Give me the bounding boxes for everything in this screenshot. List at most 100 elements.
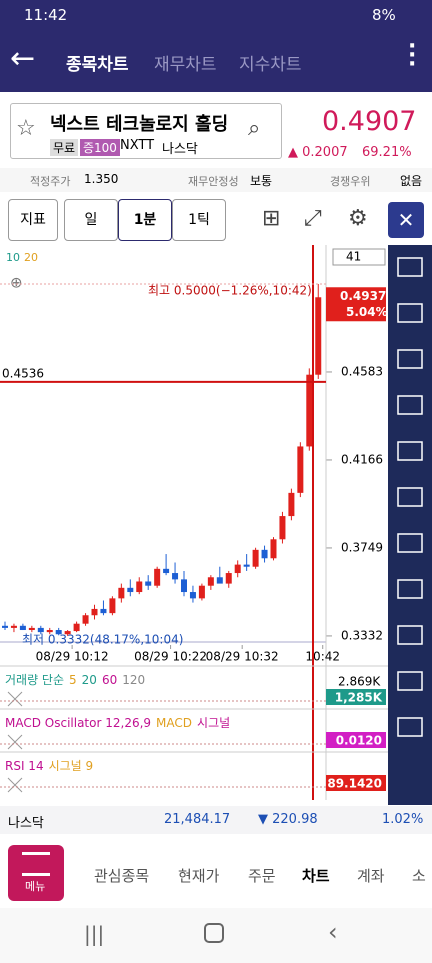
back-button[interactable]: ← [10, 41, 36, 76]
market: 나스닥 [162, 142, 198, 157]
info-label: 재무안정성 [188, 175, 239, 188]
panel-title-text: 거래량 단순 [5, 673, 64, 687]
layout-icon[interactable]: ⊞ [262, 206, 281, 231]
nav-tab[interactable]: 소 [412, 867, 426, 885]
ticker-change: ▼ 220.98 [258, 812, 318, 827]
nav-tab[interactable]: 주문 [248, 867, 276, 885]
tab[interactable]: 종목차트 [66, 55, 129, 75]
candle-body [288, 492, 295, 517]
candle-body [261, 549, 268, 559]
system-nav [0, 908, 432, 963]
panel-param: 120 [122, 673, 145, 687]
candle-body [2, 625, 8, 628]
panel-title: 거래량 단순 5 20 60 120 [5, 673, 145, 687]
candle-body [91, 608, 98, 616]
side-tool[interactable] [397, 579, 423, 599]
y-tick-label: 0.3332 [341, 628, 383, 642]
candle-body [279, 516, 286, 540]
candle-body [109, 598, 116, 614]
panel-param: 60 [102, 673, 117, 687]
side-tool[interactable] [397, 395, 423, 415]
zoom-icon[interactable]: ⊕ [10, 274, 23, 292]
panel-title-text: MACD Oscillator 12,26,9 [5, 716, 151, 730]
info-value: 1.350 [84, 172, 119, 186]
ticker-bar [0, 806, 432, 834]
candle-body [10, 625, 17, 628]
panel-title: RSI 14 시그널 9 [5, 759, 93, 773]
panel-collapse [7, 777, 23, 793]
nav-tab[interactable]: 관심종목 [94, 867, 150, 885]
side-tool[interactable] [397, 257, 423, 277]
expand-icon[interactable]: ⤢ [304, 206, 322, 231]
candle-body [306, 374, 313, 447]
panel-param: 시그널 [197, 716, 230, 730]
clock: 11:42 [24, 6, 68, 24]
side-tool[interactable] [397, 487, 423, 507]
high-note: 최고 0.5000(−1.26%,10:42) [148, 283, 312, 297]
change: ▲ 0.2007 [288, 145, 348, 160]
last-price: 0.4937 [340, 289, 386, 303]
battery: 8% [372, 6, 396, 24]
ma-legend: 20 [24, 251, 38, 264]
candle-body [28, 627, 35, 631]
tool-button[interactable]: 지표 [8, 199, 58, 241]
recent-button[interactable]: ||| [84, 922, 105, 946]
settings-icon[interactable]: ⚙ [348, 206, 368, 231]
side-toolbar [388, 245, 432, 805]
panel-param: MACD [156, 716, 192, 730]
tab[interactable]: 지수차트 [239, 55, 302, 75]
home-button[interactable] [204, 923, 224, 943]
panel-tag [326, 732, 386, 748]
y-tick-label: 0.4166 [341, 452, 383, 466]
top-bar [0, 0, 432, 92]
stock-name: 넥스트 테크놀로지 홀딩 [50, 114, 229, 135]
menu-icon [22, 852, 50, 876]
info-value: 보통 [250, 174, 273, 188]
tools-icon[interactable]: ✕ [388, 202, 424, 238]
candle-body [181, 579, 187, 593]
tab[interactable]: 재무차트 [154, 55, 217, 75]
tool-button[interactable]: 1틱 [172, 199, 226, 241]
stock-code: NXTT [120, 138, 155, 153]
candle-body [243, 564, 250, 567]
candle-body [136, 581, 143, 593]
candle-body [315, 297, 322, 375]
candle-body [252, 549, 259, 567]
chart: 41 10 20 ⊕ 0.3332 0.3749 0.4166 0.4583 08/29… [0, 245, 432, 805]
nav-tab[interactable]: 차트 [302, 867, 330, 885]
tool-button[interactable]: 1분 [118, 199, 172, 241]
more-menu[interactable]: · · · [408, 34, 417, 77]
panel-tag [326, 689, 386, 705]
candle-body [82, 615, 89, 624]
side-tool[interactable] [397, 717, 423, 737]
panel-tag-text: 1,285K [335, 691, 383, 705]
low-note: 최저 0.3332(48.17%,10:04) [22, 632, 183, 646]
side-tool[interactable] [397, 533, 423, 553]
panel-title: MACD Oscillator 12,26,9 MACD 시그널 [5, 716, 230, 730]
nav-tab[interactable]: 현재가 [178, 867, 220, 885]
stock-box[interactable] [10, 103, 282, 159]
candle-body [118, 587, 125, 599]
candle-body [198, 585, 205, 599]
candle-body [234, 564, 241, 574]
nav-tab[interactable]: 계좌 [357, 867, 385, 885]
candle-body [55, 630, 62, 635]
candle-body [127, 587, 134, 593]
side-tool[interactable] [397, 441, 423, 461]
x-tick-label: 10:42 [305, 650, 340, 664]
y-tick-label: 0.3749 [341, 540, 383, 554]
info-value: 없음 [400, 174, 423, 188]
side-tool[interactable] [397, 671, 423, 691]
candle-body [207, 577, 214, 586]
candle-body [145, 581, 152, 586]
side-tool[interactable] [397, 625, 423, 645]
side-tool[interactable] [397, 349, 423, 369]
back-nav[interactable]: ‹ [328, 918, 338, 946]
candle-body [73, 623, 80, 632]
tool-button[interactable]: 일 [64, 199, 118, 241]
star-icon[interactable]: ☆ [16, 116, 36, 141]
search-icon[interactable]: ⌕ [248, 116, 261, 141]
side-tool[interactable] [397, 303, 423, 323]
panel-param: 5 [69, 673, 77, 687]
y-tick-label: 0.4583 [341, 364, 383, 378]
